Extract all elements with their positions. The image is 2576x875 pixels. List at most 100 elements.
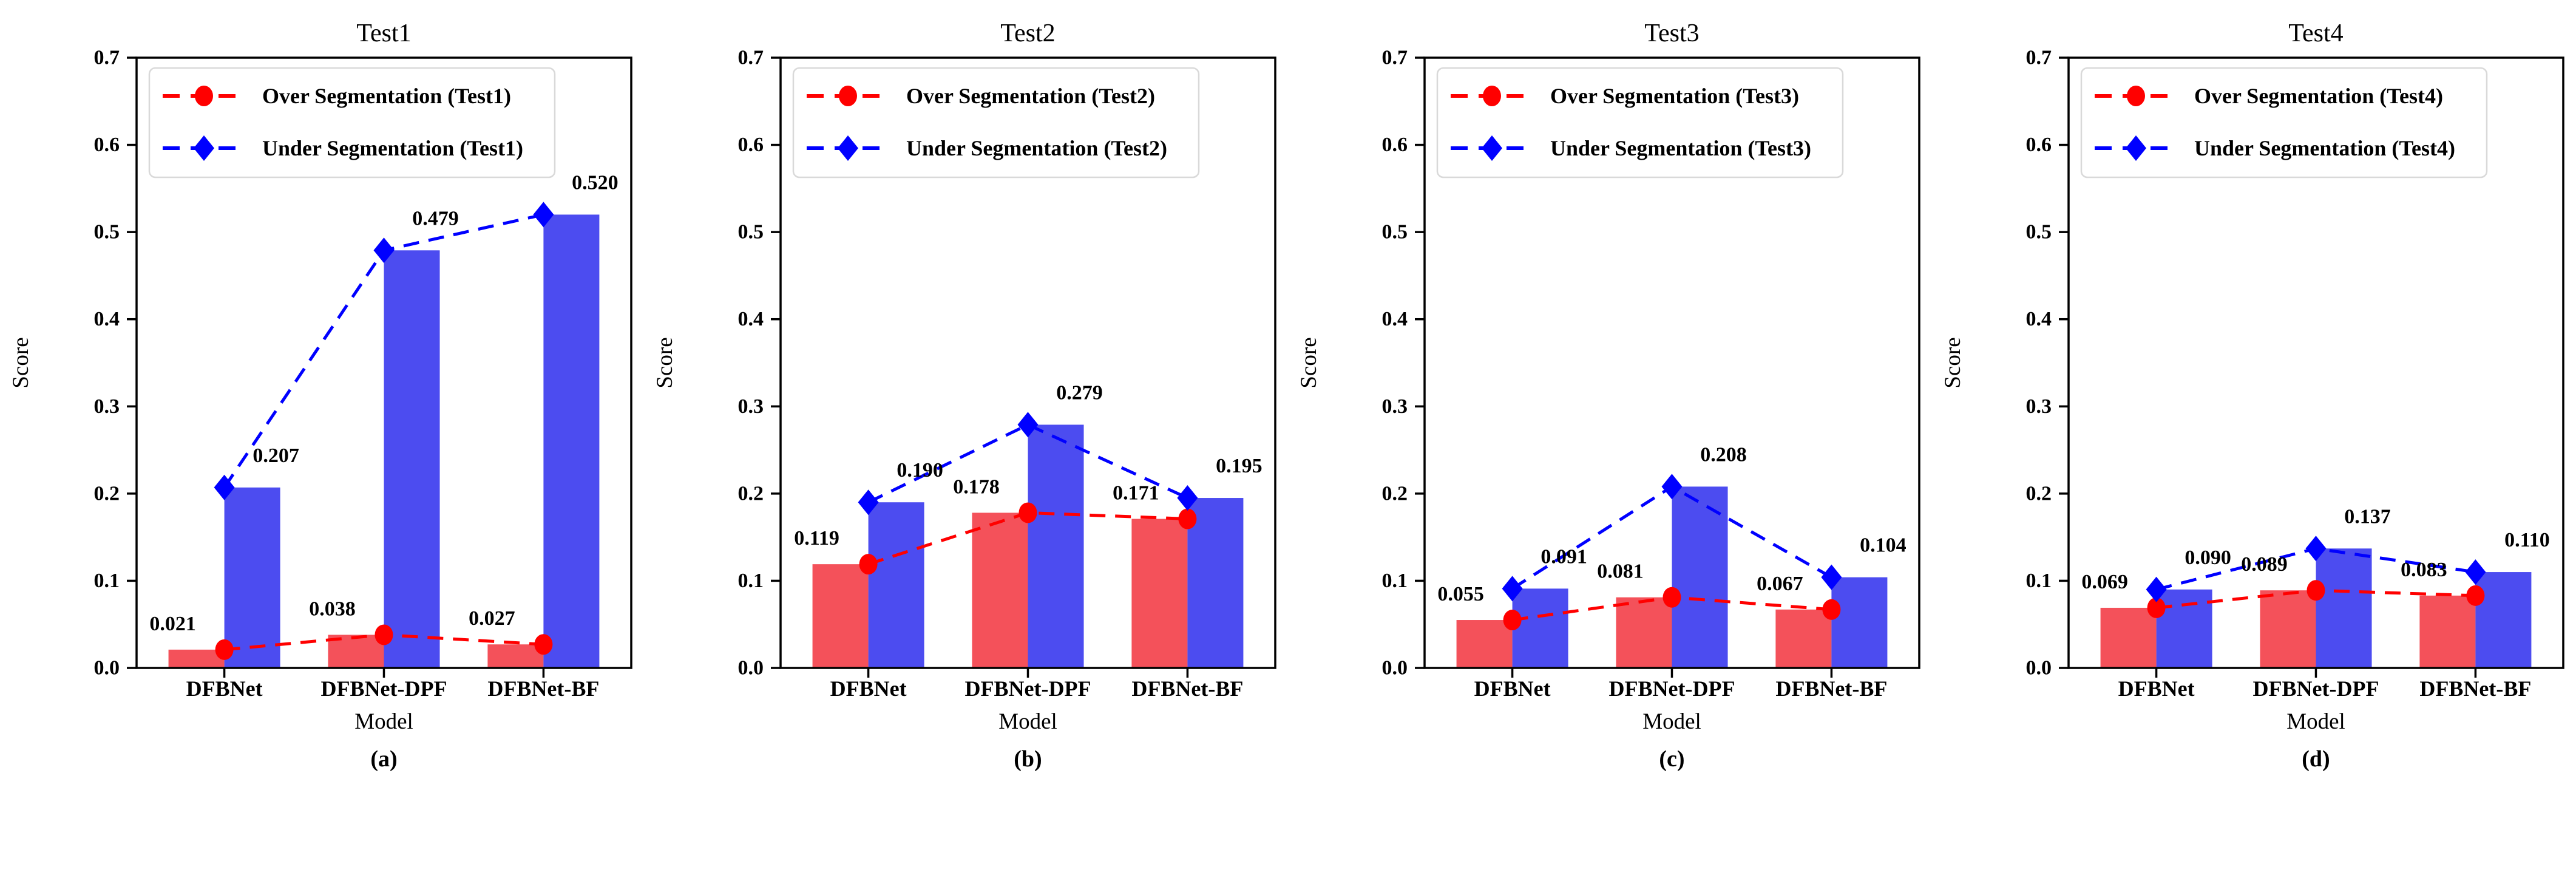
bar-under-segmentation [1672,486,1728,668]
bar-under-segmentation [2316,548,2372,668]
legend: Over Segmentation (Test2) Under Segmentat… [792,67,1200,179]
legend-marker-circle [2127,86,2145,106]
value-label-under-segmentation: 0.091 [1541,545,1587,568]
x-tick-label: DFBNet-BF [2419,676,2531,701]
legend-marker-circle [839,86,857,106]
y-tick-label: 0.1 [94,570,120,592]
value-label-over-segmentation: 0.027 [469,607,515,630]
bar-over-segmentation [812,564,869,668]
marker-diamond [533,202,554,228]
y-tick-label: 0.5 [94,221,120,243]
bar-under-segmentation [1512,588,1568,668]
marker-diamond [1017,412,1039,438]
y-tick-label: 0.3 [94,395,120,418]
value-label-over-segmentation: 0.119 [794,527,839,550]
x-tick-label: DFBNet-DPF [321,676,447,701]
x-tick-label: DFBNet [2118,676,2195,701]
y-tick-label: 0.4 [94,308,120,330]
value-label-under-segmentation: 0.137 [2344,505,2391,528]
marker-circle [375,624,393,645]
bar-under-segmentation [2475,572,2532,668]
marker-diamond [1177,485,1198,511]
y-tick-label: 0.0 [1382,657,1408,679]
bar-under-segmentation [2156,589,2212,668]
value-label-over-segmentation: 0.083 [2401,559,2447,581]
bar-under-segmentation [1831,577,1888,668]
bar-over-segmentation [168,649,225,668]
marker-circle [1822,599,1841,620]
bar-under-segmentation [868,502,924,668]
y-tick-label: 0.5 [2026,221,2052,243]
marker-circle [1178,508,1197,529]
legend: Over Segmentation (Test1) Under Segmentat… [148,67,556,179]
bar-over-segmentation [2100,607,2157,668]
legend-box [2080,67,2488,179]
line-under-segmentation [867,423,1188,504]
legend-label-under-segmentation: Under Segmentation (Test3) [1550,136,1811,160]
y-tick-label: 0.4 [2026,308,2052,330]
marker-diamond [2146,576,2167,602]
x-tick-label: DFBNet-BF [1775,676,1887,701]
value-label-over-segmentation: 0.055 [1437,583,1484,605]
marker-diamond [1661,474,1683,500]
x-axis-label: Model [1642,709,1701,734]
chart-title: Test1 [356,19,411,47]
chart-panel-test4: Test4 Score 0.069 0.089 0.083 0.090 0.137 0.110… [1940,19,2564,772]
x-axis-label: Model [2286,709,2345,734]
marker-circle [1663,587,1681,608]
value-label-under-segmentation: 0.479 [412,207,459,230]
bar-over-segmentation [2419,595,2476,668]
bar-over-segmentation [1131,519,1188,668]
x-tick-label: DFBNet-BF [487,676,599,701]
bar-under-segmentation [384,250,440,668]
value-label-under-segmentation: 0.207 [253,444,299,467]
value-label-under-segmentation: 0.090 [2185,546,2231,569]
y-tick-label: 0.2 [2026,482,2052,505]
y-tick-label: 0.6 [738,134,764,156]
x-tick-label: DFBNet [186,676,263,701]
marker-diamond [1502,576,1523,602]
bar-over-segmentation [972,512,1028,668]
panel-caption: (c) [1659,746,1684,772]
legend-marker-circle [1483,86,1501,106]
legend-box [792,67,1200,179]
y-tick-label: 0.4 [738,308,764,330]
y-tick-label: 0.7 [94,47,120,69]
value-label-over-segmentation: 0.081 [1597,560,1644,583]
chart-title: Test2 [1000,19,1055,47]
legend-label-under-segmentation: Under Segmentation (Test4) [2194,136,2455,160]
legend: Over Segmentation (Test4) Under Segmentat… [2080,67,2488,179]
y-tick-label: 0.7 [1382,47,1408,69]
bar-over-segmentation [1775,609,1832,668]
y-tick-label: 0.5 [1382,221,1408,243]
x-tick-label: DFBNet [1474,676,1551,701]
legend-label-over-segmentation: Over Segmentation (Test4) [2194,84,2443,108]
marker-diamond [1821,564,1842,590]
legend-marker-circle [195,86,213,106]
legend-box [1436,67,1844,179]
marker-circle [534,634,553,655]
x-tick-label: DFBNet [830,676,907,701]
value-label-over-segmentation: 0.178 [953,475,1000,498]
bar-over-segmentation [1616,597,1672,668]
y-tick-label: 0.1 [738,570,764,592]
legend-label-over-segmentation: Over Segmentation (Test2) [906,84,1155,108]
x-tick-label: DFBNet-DPF [1609,676,1735,701]
legend: Over Segmentation (Test3) Under Segmentat… [1436,67,1844,179]
y-tick-label: 0.6 [94,134,120,156]
y-tick-label: 0.2 [738,482,764,505]
bar-under-segmentation [224,487,280,668]
legend-box [148,67,556,179]
y-tick-label: 0.3 [738,395,764,418]
legend-marker-diamond [2126,135,2146,161]
value-label-over-segmentation: 0.021 [149,613,196,635]
y-tick-label: 0.7 [738,47,764,69]
y-tick-label: 0.0 [738,657,764,679]
y-tick-label: 0.2 [94,482,120,505]
chart-panel-test1: Test1 Score 0.021 0.038 0.027 0.207 0.479 0.520… [8,19,632,772]
y-tick-label: 0.1 [2026,570,2052,592]
marker-diamond [2465,559,2486,585]
value-label-over-segmentation: 0.069 [2081,571,2128,593]
value-label-under-segmentation: 0.195 [1216,455,1263,477]
